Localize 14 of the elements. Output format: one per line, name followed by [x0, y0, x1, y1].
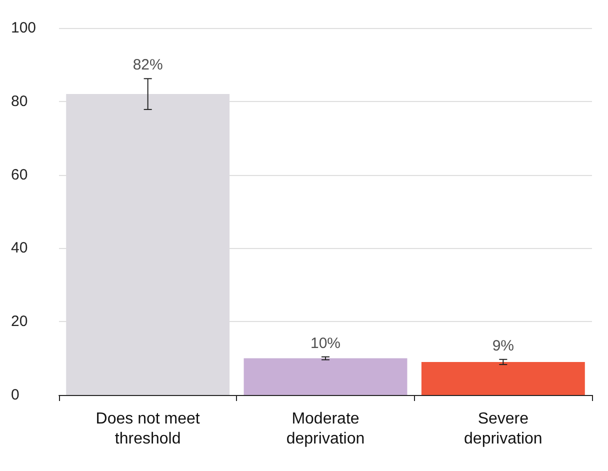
bar: [421, 362, 585, 395]
data-label: 9%: [492, 337, 514, 354]
y-tick-label: 100: [11, 20, 36, 36]
x-tick-label: Severe deprivation: [464, 410, 542, 448]
y-tick-label: 80: [11, 92, 28, 110]
bar: [244, 358, 408, 395]
y-tick-label: 40: [11, 240, 28, 257]
y-tick-label: 20: [11, 313, 28, 330]
data-label: 10%: [310, 334, 341, 352]
data-label: 82%: [132, 56, 163, 74]
y-tick-label: 60: [11, 166, 28, 184]
x-tick-label: Does not meet threshold: [96, 410, 200, 448]
y-tick-label: 0: [11, 386, 20, 404]
x-tick-label: Moderate deprivation: [286, 410, 365, 448]
